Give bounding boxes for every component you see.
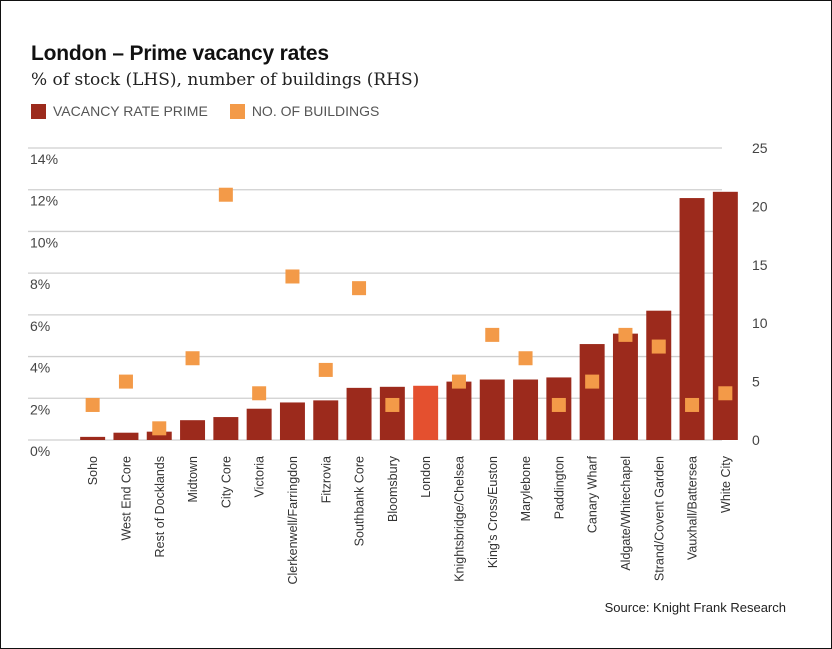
x-tick-label: Canary Wharf	[586, 455, 600, 533]
y-right-tick-label: 5	[752, 374, 760, 390]
marker-victoria	[252, 386, 267, 401]
x-tick-label: Marylebone	[519, 456, 533, 521]
bar-aldgate-whitechapel	[612, 333, 638, 440]
marker-strand-covent-garden	[651, 339, 666, 354]
x-tick-label: Vauxhall/Battersea	[686, 456, 700, 560]
y-right-tick-label: 20	[752, 198, 768, 214]
x-tick-label: Bloomsbury	[386, 455, 400, 522]
bar-canary-wharf	[579, 344, 605, 440]
marker-vauxhall-battersea	[685, 397, 700, 412]
legend-item-vacancy-rate: VACANCY RATE PRIME	[31, 103, 208, 119]
bar-knightsbridge-chelsea	[446, 381, 472, 440]
marker-southbank-core	[352, 281, 367, 296]
y-left-tick-label: 0%	[30, 443, 50, 459]
bars-vacancy-rate	[80, 191, 738, 440]
x-tick-label: West End Core	[119, 456, 133, 541]
bar-strand-covent-garden	[646, 310, 672, 440]
bar-city-core	[213, 417, 239, 440]
x-tick-label: City Core	[219, 456, 233, 508]
bar-victoria	[246, 408, 272, 440]
y-left-tick-label: 14%	[30, 151, 58, 167]
y-left-tick-label: 6%	[30, 318, 50, 334]
marker-rest-of-docklands	[152, 421, 167, 436]
x-tick-label: Strand/Covent Garden	[652, 456, 666, 581]
y-axis-right: 0 5 10 15 20 25	[752, 140, 768, 448]
marker-white-city	[718, 386, 733, 401]
y-right-tick-label: 25	[752, 140, 768, 156]
x-tick-label: London	[419, 456, 433, 498]
bar-clerkenwell-farringdon	[279, 402, 305, 440]
x-tick-label: Southbank Core	[353, 456, 367, 546]
bar-soho	[80, 436, 106, 440]
marker-king-s-cross-euston	[485, 327, 500, 342]
x-tick-label: Paddington	[552, 456, 566, 519]
y-left-tick-label: 10%	[30, 234, 58, 250]
chart-subtitle: % of stock (LHS), number of buildings (R…	[31, 70, 420, 90]
x-tick-label: Midtown	[186, 456, 200, 503]
y-right-tick-label: 0	[752, 432, 760, 448]
marker-canary-wharf	[585, 374, 600, 389]
marker-bloomsbury	[385, 397, 400, 412]
legend-label-buildings: NO. OF BUILDINGS	[251, 103, 380, 119]
bar-marylebone	[513, 379, 539, 440]
legend-item-buildings: NO. OF BUILDINGS	[229, 103, 380, 119]
markers-buildings	[85, 187, 733, 436]
bar-west-end-core	[113, 432, 139, 440]
x-tick-label: Rest of Docklands	[153, 456, 167, 557]
bar-fitzrovia	[313, 400, 339, 440]
y-left-tick-label: 12%	[30, 193, 58, 209]
y-left-tick-label: 4%	[30, 360, 50, 376]
x-tick-label: Aldgate/Whitechapel	[619, 456, 633, 571]
gridlines	[28, 147, 722, 441]
legend-label-vacancy-rate: VACANCY RATE PRIME	[53, 103, 208, 119]
x-tick-label: Fitzrovia	[319, 456, 333, 503]
x-tick-label: White City	[719, 455, 733, 513]
bar-rest-of-docklands	[146, 431, 172, 440]
marker-soho	[85, 397, 100, 412]
marker-marylebone	[518, 351, 533, 366]
bar-white-city	[712, 191, 738, 440]
bar-midtown	[180, 420, 206, 440]
bar-london	[413, 385, 439, 440]
bar-bloomsbury	[379, 386, 405, 440]
legend-swatch-buildings	[229, 103, 245, 119]
y-right-tick-label: 15	[752, 257, 768, 273]
source-note: Source: Knight Frank Research	[604, 600, 786, 615]
legend: VACANCY RATE PRIME NO. OF BUILDINGS	[31, 103, 401, 119]
marker-fitzrovia	[318, 362, 333, 377]
x-tick-label: Clerkenwell/Farringdon	[286, 456, 300, 585]
legend-swatch-vacancy-rate	[31, 103, 46, 119]
x-tick-label: King's Cross/Euston	[486, 456, 500, 568]
marker-clerkenwell-farringdon	[285, 269, 300, 284]
chart-title: London – Prime vacancy rates	[31, 42, 329, 65]
x-tick-label: Knightsbridge/Chelsea	[452, 456, 466, 582]
y-right-tick-label: 10	[752, 315, 768, 331]
x-tick-label: Soho	[86, 456, 100, 485]
x-axis-labels: Soho West End Core Rest of Docklands Midtow…	[86, 455, 733, 584]
marker-aldgate-whitechapel	[618, 327, 633, 342]
bar-king-s-cross-euston	[479, 379, 505, 440]
marker-midtown	[185, 351, 200, 366]
y-axis-left: 0% 2% 4% 6% 8% 10% 12% 14%	[30, 151, 58, 459]
x-tick-label: Victoria	[253, 456, 267, 498]
y-left-tick-label: 2%	[30, 401, 50, 417]
marker-knightsbridge-chelsea	[451, 374, 466, 389]
y-left-tick-label: 8%	[30, 276, 50, 292]
marker-west-end-core	[118, 374, 133, 389]
marker-city-core	[218, 187, 233, 202]
bar-southbank-core	[346, 387, 372, 440]
marker-paddington	[551, 397, 566, 412]
